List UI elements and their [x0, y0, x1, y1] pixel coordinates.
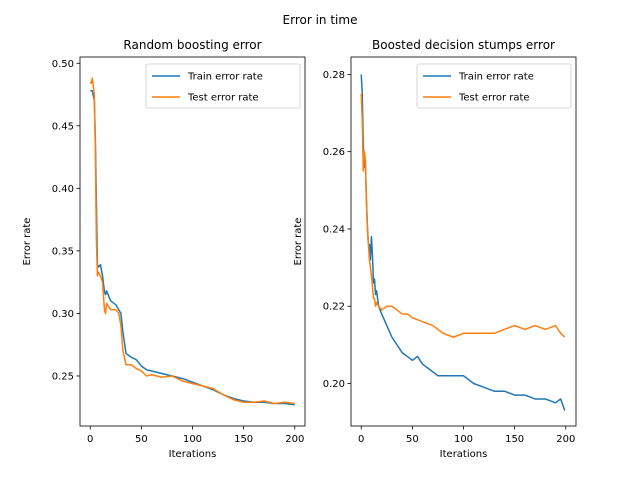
y-tick-label: 0.24: [323, 224, 345, 235]
y-tick-label: 0.40: [52, 184, 74, 195]
chart-boosted-stumps: Boosted decision stumps error 0 50 100 150 20…: [293, 38, 577, 460]
y-tick-label: 0.45: [52, 121, 74, 132]
y-tick-label: 0.20: [323, 379, 345, 390]
x-tick-label: 200: [285, 434, 304, 445]
x-axis-label: Iterations: [440, 449, 488, 460]
y-axis-label: Error rate: [22, 218, 33, 266]
legend: Train error rate Test error rate: [145, 63, 301, 109]
x-tick-label: 150: [505, 434, 524, 445]
subplot-title: Boosted decision stumps error: [372, 38, 555, 52]
legend-label: Train error rate: [187, 72, 263, 83]
x-tick-label: 0: [87, 434, 93, 445]
y-tick-label: 0.26: [323, 147, 345, 158]
x-tick-label: 50: [406, 434, 419, 445]
chart-random-boosting: Random boosting error 0 50 100 150 200 0.25 0.3…: [22, 38, 306, 460]
legend-box: [145, 63, 301, 109]
y-axis-label: Error rate: [293, 218, 304, 266]
x-tick-label: 100: [454, 434, 473, 445]
y-tick-label: 0.28: [323, 70, 345, 81]
series-line-train: [90, 90, 295, 406]
x-axis-label: Iterations: [169, 449, 217, 460]
y-tick-label: 0.25: [52, 371, 74, 382]
legend-label: Train error rate: [458, 72, 534, 83]
x-tick-label: 0: [358, 434, 364, 445]
figure-title: Error in time: [283, 13, 358, 27]
series-line-test: [360, 93, 566, 338]
x-tick-label: 150: [234, 434, 253, 445]
y-tick-label: 0.50: [52, 59, 74, 70]
legend-label: Test error rate: [458, 93, 530, 104]
series-line-test: [89, 77, 295, 405]
subplot-title: Random boosting error: [123, 38, 261, 52]
y-tick-label: 0.30: [52, 309, 74, 320]
legend-label: Test error rate: [187, 93, 259, 104]
legend: Train error rate Test error rate: [416, 63, 572, 109]
y-tick-label: 0.35: [52, 246, 74, 257]
x-tick-label: 200: [556, 434, 575, 445]
x-tick-label: 50: [135, 434, 148, 445]
y-tick-label: 0.22: [323, 302, 345, 313]
x-tick-label: 100: [183, 434, 202, 445]
legend-box: [416, 63, 572, 109]
